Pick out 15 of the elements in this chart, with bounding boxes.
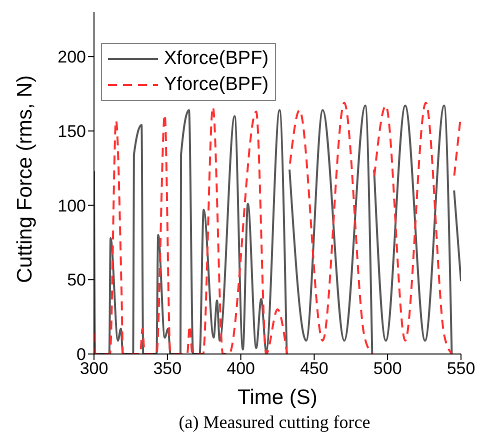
- x-tick-label: 400: [226, 359, 255, 378]
- y-tick-label: 50: [67, 270, 86, 290]
- y-axis-title: Cutting Force (rms, N): [13, 75, 36, 283]
- x-tick-label: 300: [80, 359, 108, 378]
- x-axis-title: Time (S): [238, 386, 318, 409]
- legend-label: Xforce(BPF): [164, 48, 269, 70]
- y-tick-label: 200: [58, 48, 86, 67]
- text: (a) Measured cutting force: [178, 412, 372, 433]
- y-tick-label: 150: [58, 122, 86, 141]
- x-tick-label: 350: [153, 359, 182, 378]
- y-tick-label: 100: [58, 196, 86, 216]
- legend-label: Yforce(BPF): [164, 74, 269, 96]
- x-tick-label: 450: [300, 359, 328, 378]
- x-tick-label: 500: [373, 359, 402, 378]
- x-tick-label: 550: [446, 359, 476, 378]
